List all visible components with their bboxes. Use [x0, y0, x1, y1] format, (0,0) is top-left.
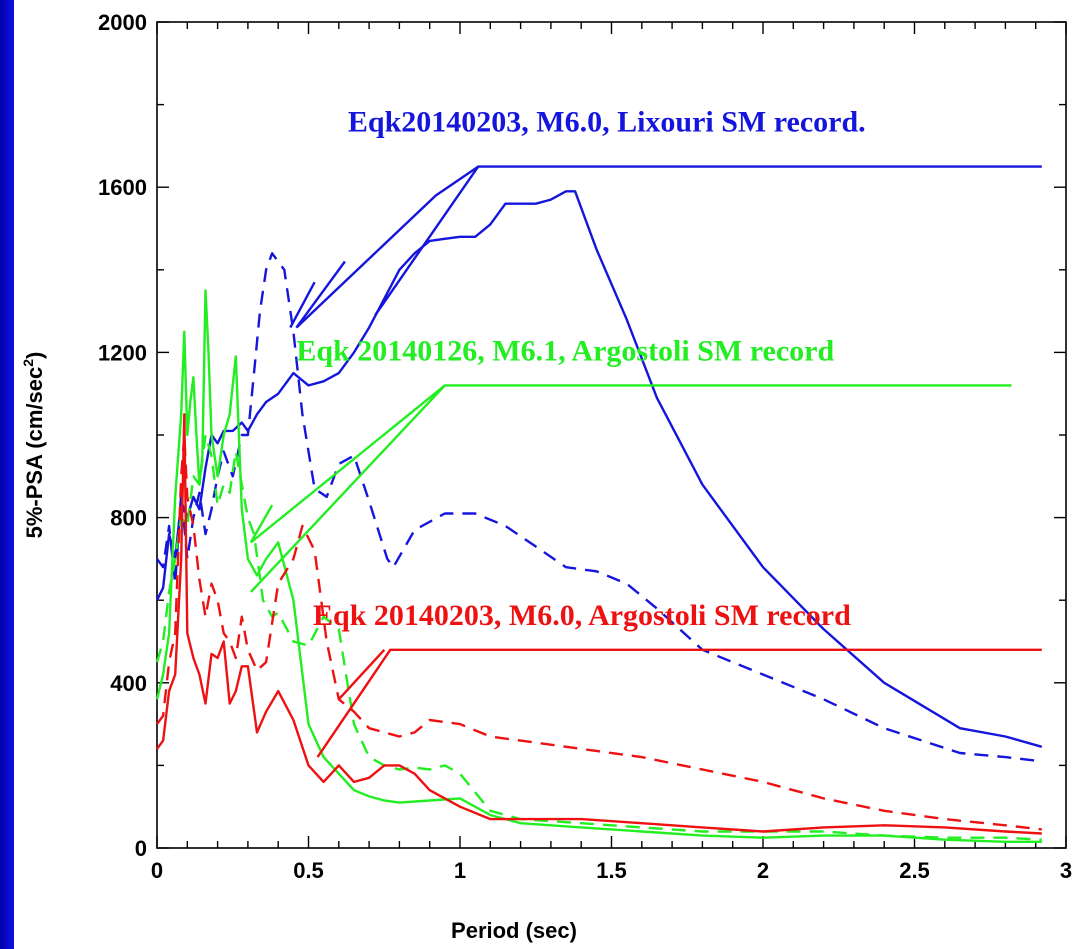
series-line-argostoli_0126-envelope	[250, 384, 446, 544]
series-line-argostoli_0203-solid	[156, 413, 1042, 835]
y-axis-label-main: 5%-PSA (cm/sec	[22, 367, 47, 539]
x-tick-label: 2.5	[899, 858, 930, 883]
series-line-lixouri-envelope	[295, 260, 346, 329]
series-line-lixouri-envelope	[374, 165, 480, 316]
series-line-lixouri-solid	[155, 190, 1043, 748]
annotation-label: Eqk20140203, M6.0, Lixouri SM record.	[348, 105, 866, 138]
series-line-argostoli_0126-envelope	[249, 504, 274, 543]
series-line-lixouri-envelope	[295, 165, 1042, 329]
x-tick-label: 2	[757, 858, 769, 883]
y-tick-label: 0	[135, 836, 147, 861]
x-tick-label: 0.5	[293, 858, 324, 883]
y-tick-label: 800	[110, 506, 147, 531]
series-line-argostoli_0203-envelope	[316, 648, 1042, 758]
series-line-argostoli_0203-dashed	[156, 433, 1042, 831]
psa-chart: 0 0.5 1 1.5 2 2.5 3 0 400 800 1200 1600 2000 Eqk2014…	[20, 10, 1072, 943]
y-tick-label: 1600	[98, 175, 147, 200]
axes: 0 0.5 1 1.5 2 2.5 3 0 400 800 1200 1600 2000	[98, 10, 1072, 883]
plot-frame	[156, 21, 1067, 849]
annotations-layer: Eqk20140203, M6.0, Lixouri SM record. Eqk…	[296, 105, 865, 632]
series-line-argostoli_0203-envelope	[337, 648, 386, 701]
x-tick-label: 0	[151, 858, 163, 883]
series-line-argostoli_0126-dashed	[155, 433, 1042, 841]
y-axis-label: 5%-PSA (cm/sec2)	[20, 352, 47, 539]
x-axis-label: Period (sec)	[451, 918, 577, 943]
chart-panel: 0 0.5 1 1.5 2 2.5 3 0 400 800 1200 1600 2000 Eqk2014…	[14, 0, 1079, 949]
x-tick-label: 1	[454, 858, 466, 883]
y-tick-label: 1200	[98, 340, 147, 365]
y-tick-label: 2000	[98, 10, 147, 35]
series-line-argostoli_0126-solid	[155, 289, 1042, 843]
y-axis-label-superscript: 2	[20, 359, 36, 367]
series-layer	[155, 165, 1043, 843]
y-axis-label-close: )	[22, 352, 47, 359]
series-line-lixouri-envelope	[289, 281, 316, 329]
series-line-lixouri-dashed	[156, 252, 1042, 763]
y-tick-label: 400	[110, 671, 147, 696]
annotation-label: Eqk 20140126, M6.1, Argostoli SM record	[296, 335, 834, 368]
x-tick-label: 1.5	[596, 858, 627, 883]
annotation-label: Eqk 20140203, M6.0, Argostoli SM record	[313, 599, 851, 632]
x-tick-label: 3	[1060, 858, 1072, 883]
